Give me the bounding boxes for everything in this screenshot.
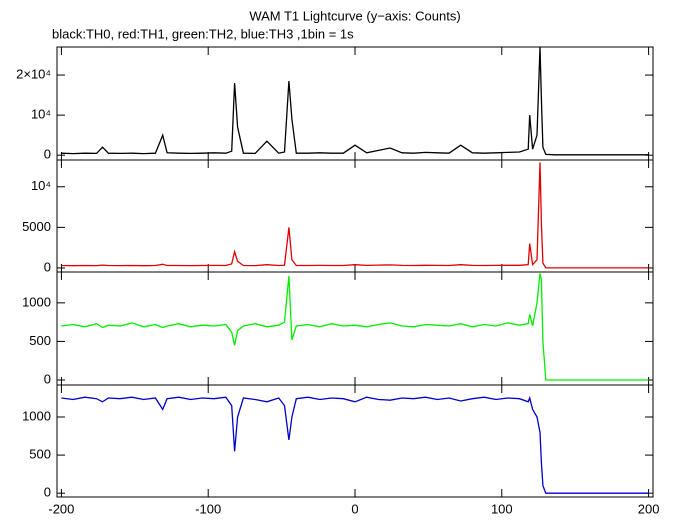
panel-frame [56, 271, 654, 386]
y-tick-label: 10⁴ [31, 107, 51, 122]
y-tick-label: 2×10⁴ [16, 66, 51, 81]
y-tick-label: 5000 [22, 219, 51, 234]
light-curve [61, 46, 649, 156]
light-curve [61, 273, 649, 381]
x-tick-label: 0 [351, 501, 358, 515]
y-tick-label: 0 [44, 485, 51, 500]
x-tick-label: 100 [491, 501, 513, 515]
chart-title: WAM T1 Lightcurve (y−axis: Counts) [249, 8, 460, 23]
y-tick-label: 0 [44, 259, 51, 274]
y-tick-label: 500 [29, 333, 51, 348]
y-tick-label: 1000 [22, 408, 51, 423]
x-tick-label: 200 [638, 501, 660, 515]
y-tick-label: 10⁴ [31, 178, 51, 193]
y-tick-label: 0 [44, 147, 51, 162]
x-tick-label: -200 [48, 501, 74, 515]
y-tick-label: 500 [29, 447, 51, 462]
light-curve [61, 395, 649, 494]
y-tick-label: 0 [44, 371, 51, 386]
panel-frame [56, 46, 654, 161]
x-tick-label: -100 [195, 501, 221, 515]
chart-subtitle: black:TH0, red:TH1, green:TH2, blue:TH3 … [52, 26, 354, 41]
y-tick-label: 1000 [22, 294, 51, 309]
panel-frame [56, 159, 654, 273]
light-curve [61, 162, 649, 269]
